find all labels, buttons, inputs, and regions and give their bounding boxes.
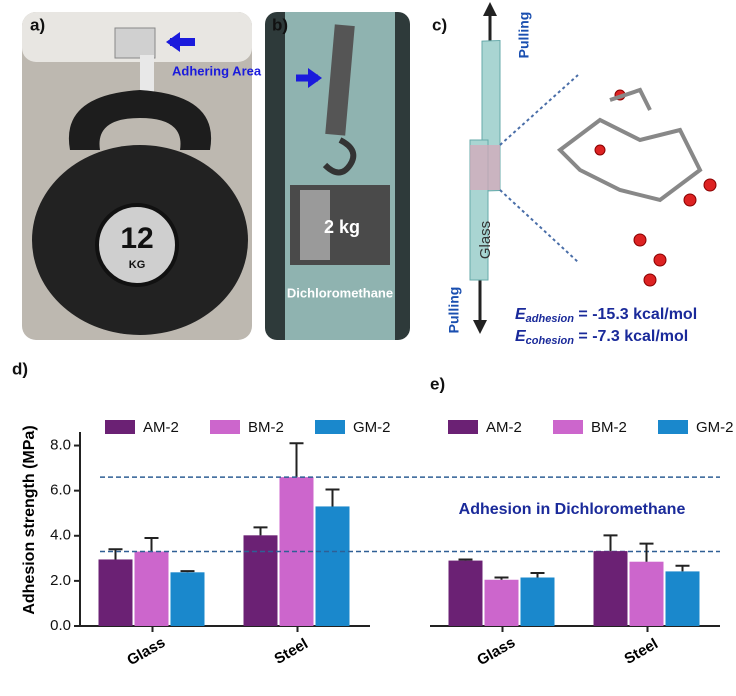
y-tick-label: 0.0 bbox=[50, 617, 71, 634]
y-tick-label: 4.0 bbox=[50, 527, 71, 544]
legend-swatch bbox=[105, 420, 135, 434]
y-tick-label: 2.0 bbox=[50, 572, 71, 589]
x-tick-label: Glass bbox=[124, 634, 168, 669]
energy: Eadhesion = -15.3 kcal/mol bbox=[515, 306, 697, 325]
panel-label: d) bbox=[12, 359, 28, 378]
bar bbox=[315, 506, 350, 626]
error-bar bbox=[603, 534, 618, 552]
weight: 2 kg bbox=[324, 217, 360, 237]
bar bbox=[98, 559, 133, 626]
error-bar bbox=[494, 576, 509, 580]
legend-swatch bbox=[315, 420, 345, 434]
error-bar bbox=[325, 488, 340, 507]
x-tick-label: Steel bbox=[621, 635, 661, 668]
x-tick-label: Steel bbox=[271, 635, 311, 668]
annotation: Adhesion in Dichloromethane bbox=[459, 501, 686, 518]
bar bbox=[448, 560, 483, 626]
pull-label: Pulling bbox=[516, 12, 532, 59]
energy-value: = -15.3 kcal/mol bbox=[574, 306, 697, 323]
energy-symbol: E bbox=[515, 328, 527, 345]
diagram-c bbox=[469, 2, 717, 334]
solvent: Dichloromethane bbox=[287, 285, 393, 300]
pull-label: Pulling bbox=[446, 287, 462, 334]
bar bbox=[170, 572, 205, 626]
error-bar bbox=[289, 442, 304, 478]
energy: Ecohesion = -7.3 kcal/mol bbox=[515, 328, 688, 347]
panel-label: e) bbox=[430, 374, 445, 393]
legend-label: AM-2 bbox=[486, 419, 522, 436]
panel-label: a) bbox=[30, 15, 45, 34]
panel-label: c) bbox=[432, 15, 447, 34]
slide-label: Glass bbox=[477, 221, 494, 259]
legend-label: AM-2 bbox=[143, 419, 179, 436]
error-bar bbox=[530, 571, 545, 578]
bell-number: 12 bbox=[120, 222, 153, 255]
error-bar bbox=[108, 548, 123, 560]
error-bar bbox=[639, 542, 654, 562]
legend-label: BM-2 bbox=[591, 419, 627, 436]
bar bbox=[243, 535, 278, 626]
error-bar bbox=[253, 526, 268, 536]
legend-label: GM-2 bbox=[696, 419, 734, 436]
legend-swatch bbox=[553, 420, 583, 434]
legend-swatch bbox=[210, 420, 240, 434]
bar bbox=[134, 551, 169, 626]
error-bar bbox=[458, 558, 473, 561]
legend-swatch bbox=[448, 420, 478, 434]
bar bbox=[629, 561, 664, 626]
photo-a bbox=[22, 12, 252, 340]
energy-value: = -7.3 kcal/mol bbox=[574, 328, 688, 345]
energy-symbol: E bbox=[515, 306, 527, 323]
y-axis-label: Adhesion strength (MPa) bbox=[21, 425, 38, 614]
x-tick-label: Glass bbox=[474, 634, 518, 669]
annotation: Adhering Area bbox=[172, 63, 262, 78]
error-bar bbox=[180, 570, 195, 573]
bar bbox=[593, 551, 628, 626]
legend-swatch bbox=[658, 420, 688, 434]
energy-subscript: cohesion bbox=[526, 335, 575, 347]
panel-label: b) bbox=[272, 15, 288, 34]
error-bar bbox=[675, 564, 690, 572]
y-tick-label: 8.0 bbox=[50, 437, 71, 454]
error-bar bbox=[144, 537, 159, 552]
bar bbox=[520, 577, 555, 626]
legend-label: BM-2 bbox=[248, 419, 284, 436]
photo-b bbox=[265, 12, 410, 340]
legend-label: GM-2 bbox=[353, 419, 391, 436]
y-tick-label: 6.0 bbox=[50, 482, 71, 499]
energy-subscript: adhesion bbox=[526, 313, 575, 325]
bar bbox=[484, 579, 519, 626]
bell-unit: KG bbox=[129, 259, 146, 271]
bar bbox=[665, 571, 700, 626]
